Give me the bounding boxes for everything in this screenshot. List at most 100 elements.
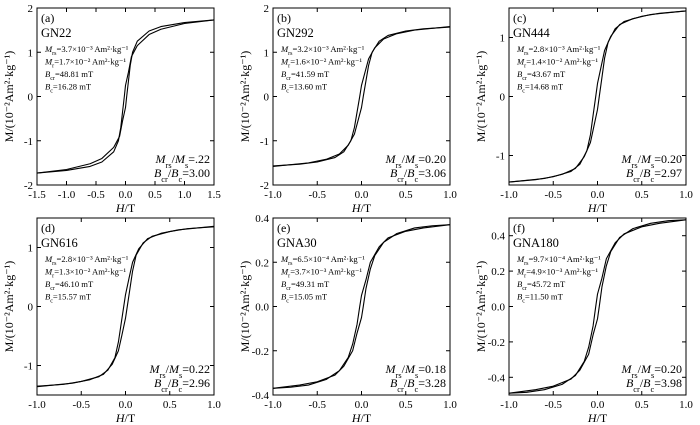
ascending-branch: [37, 19, 214, 174]
y-tick-label: 0.2: [491, 266, 505, 278]
descending-branch: [509, 10, 686, 183]
ratio-text: Bcr/Bc=2.96: [154, 376, 210, 394]
ratio-text: Mrs/Ms=0.18: [385, 362, 446, 380]
x-tick-label: 0.5: [635, 189, 649, 201]
x-tick-label: 0.0: [355, 189, 369, 201]
x-tick-label: 1.0: [443, 189, 457, 201]
panel-gn22: -1.5 -1.0 -0.5 0.0 0.5 1.0 1.5 -2 -1 0 1 2 H/T M/(10⁻…: [2, 3, 221, 215]
x-tick-label: 1.0: [443, 399, 457, 411]
y-tick-label: 0.4: [491, 231, 505, 243]
x-tick-label: -1.0: [500, 189, 518, 201]
ratio-text: Bcr/Bc=3.28: [390, 376, 446, 394]
x-axis-label: H/T: [351, 201, 372, 215]
x-tick-label: -0.5: [87, 189, 105, 201]
panel-gna30: -1.0 -0.5 0.0 0.5 1.0 -0.4 -0.2 0.0 0.2 0.4 H/T M/(…: [238, 213, 457, 425]
parameter-text: Bc=13.60 mT: [281, 82, 328, 95]
panel-gn616: -1.0 -0.5 0.0 0.5 1.0 -1 0 1 H/T M/(10⁻²Am²·kg⁻¹)…: [2, 217, 221, 425]
y-tick-label: 1: [500, 33, 506, 45]
y-tick-label: 0.0: [491, 302, 505, 314]
parameter-text: Mrs=6.5×10⁻⁴ Am²·kg⁻¹: [280, 254, 365, 267]
y-axis-label: M/(10⁻²Am²·kg⁻¹): [2, 51, 16, 142]
panel-label: (b): [277, 11, 291, 25]
y-tick-label: 2: [28, 3, 34, 15]
y-tick-label: 0: [264, 92, 270, 104]
parameter-text: Mrs=3.7×10⁻³ Am²·kg⁻¹: [44, 44, 129, 57]
parameter-text: Bc=16.28 mT: [45, 82, 92, 95]
sample-name: GN616: [41, 236, 78, 250]
descending-branch: [273, 224, 450, 389]
x-tick-label: 0.0: [119, 399, 133, 411]
y-axis-label: M/(10⁻²Am²·kg⁻¹): [2, 261, 16, 352]
y-axis-label: M/(10⁻²Am²·kg⁻¹): [238, 261, 252, 352]
ratio-text: Mrs/Ms=0.20: [621, 152, 682, 170]
x-axis-label: H/T: [351, 411, 372, 425]
x-tick-label: -0.5: [545, 399, 563, 411]
sample-name: GN22: [41, 26, 72, 40]
panel-gn292: -1.0 -0.5 0.0 0.5 1.0 -2 -1 0 1 2 H/T M/(10⁻²Am²·kg…: [238, 3, 457, 215]
x-tick-label: 0.0: [591, 399, 605, 411]
x-tick-label: 1.0: [679, 399, 693, 411]
y-tick-label: -1: [260, 136, 269, 148]
parameter-text: Mr=3.7×10⁻³ Am²·kg⁻¹: [280, 267, 362, 280]
parameter-text: Mrs=9.7×10⁻⁴ Am²·kg⁻¹: [516, 254, 601, 267]
parameter-text: Bc=14.68 mT: [517, 82, 564, 95]
y-tick-label: -0.4: [488, 372, 506, 384]
y-tick-label: 0.4: [255, 213, 269, 225]
sample-name: GN292: [277, 26, 314, 40]
y-tick-label: 1: [28, 47, 34, 59]
x-tick-label: 0.0: [355, 399, 369, 411]
sample-name: GNA30: [277, 236, 317, 250]
ratio-text: Mrs/Ms=0.20: [385, 152, 446, 170]
ratio-text: Mrs/Ms=.22: [155, 152, 210, 170]
panel-label: (d): [41, 221, 55, 235]
y-tick-label: 0: [500, 92, 506, 104]
descending-branch: [37, 19, 214, 174]
parameter-text: Mrs=3.2×10⁻³ Am²·kg⁻¹: [280, 44, 365, 57]
x-tick-label: 0.5: [148, 189, 162, 201]
x-tick-label: 0.5: [635, 399, 649, 411]
y-tick-label: -0.4: [252, 390, 270, 402]
x-tick-label: -0.5: [309, 189, 327, 201]
x-tick-label: -0.5: [309, 399, 327, 411]
y-tick-label: -1: [496, 151, 505, 163]
x-tick-label: 0.0: [591, 189, 605, 201]
x-axis-label: H/T: [115, 411, 136, 425]
sample-name: GN444: [513, 26, 551, 40]
y-tick-label: 1: [264, 47, 270, 59]
x-tick-label: 1.5: [207, 189, 221, 201]
y-tick-label: 0: [28, 302, 34, 314]
x-axis-label: H/T: [587, 411, 608, 425]
x-tick-label: -1.0: [264, 399, 282, 411]
panel-gn444: -1.0 -0.5 0.0 0.5 1.0 -1 0 1 H/T M/(10⁻²Am²·kg⁻¹)…: [474, 7, 693, 215]
y-tick-label: 0: [28, 92, 34, 104]
x-tick-label: -0.5: [73, 399, 91, 411]
panel-gna180: -1.0 -0.5 0.0 0.5 1.0 -0.4 -0.2 0.0 0.2 0.4 H/T M/(…: [474, 217, 693, 425]
x-tick-label: 1.0: [207, 399, 221, 411]
x-tick-label: 0.0: [119, 189, 133, 201]
x-tick-label: -1.0: [500, 399, 518, 411]
x-tick-label: 0.5: [399, 399, 413, 411]
x-axis-label: H/T: [115, 201, 136, 215]
parameter-text: Bc=15.57 mT: [45, 292, 92, 305]
panel-label: (c): [513, 11, 526, 25]
ratio-text: Bcr/Bc=3.98: [626, 376, 682, 394]
ascending-branch: [273, 26, 450, 167]
y-tick-label: -2: [24, 180, 33, 192]
parameter-text: Bcr=46.10 mT: [45, 279, 94, 292]
y-tick-label: -1: [24, 136, 33, 148]
parameter-text: Mrs=2.8×10⁻³ Am²·kg⁻¹: [516, 44, 601, 57]
x-tick-label: 0.5: [163, 399, 177, 411]
y-tick-label: -2: [260, 180, 269, 192]
y-tick-label: 0.0: [255, 302, 269, 314]
parameter-text: Bc=15.05 mT: [281, 292, 328, 305]
descending-branch: [509, 219, 686, 394]
panel-label: (f): [513, 221, 525, 235]
parameter-text: Mr=1.3×10⁻² Am²·kg⁻¹: [44, 267, 126, 280]
x-tick-label: -0.5: [545, 189, 563, 201]
parameter-text: Bcr=48.81 mT: [45, 69, 94, 82]
x-tick-label: 0.5: [399, 189, 413, 201]
parameter-text: Bcr=43.67 mT: [517, 69, 566, 82]
x-tick-label: -1.0: [28, 399, 46, 411]
ascending-branch: [509, 219, 686, 394]
